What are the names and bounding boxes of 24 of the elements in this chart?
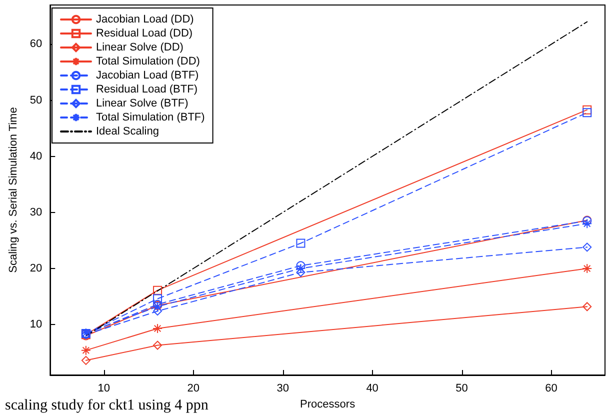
y-tick-label: 40 xyxy=(30,150,42,162)
y-tick-label: 50 xyxy=(30,94,42,106)
legend-label: Jacobian Load (DD) xyxy=(96,14,194,26)
y-tick-label: 60 xyxy=(30,38,42,50)
legend-label: Linear Solve (BTF) xyxy=(96,98,188,110)
legend-label: Total Simulation (BTF) xyxy=(96,112,205,124)
x-tick-label: 60 xyxy=(545,382,558,394)
y-axis-title: Scaling vs. Serial Simulation Time xyxy=(8,107,20,273)
x-tick-label: 20 xyxy=(187,382,200,394)
y-tick-label: 30 xyxy=(30,206,42,218)
x-tick-label: 10 xyxy=(98,382,110,394)
x-tick-label: 40 xyxy=(366,382,378,394)
x-axis-title: Processors xyxy=(300,398,356,410)
legend-label: Jacobian Load (BTF) xyxy=(96,70,199,82)
legend-label: Residual Load (BTF) xyxy=(96,84,198,96)
legend-label: Ideal Scaling xyxy=(96,126,159,138)
x-tick-label: 50 xyxy=(456,382,468,394)
y-tick-label: 20 xyxy=(30,262,42,274)
legend-label: Residual Load (DD) xyxy=(96,28,193,40)
legend-label: Total Simulation (DD) xyxy=(96,56,200,68)
text: scaling study for ckt1 using 4 ppn xyxy=(5,398,209,414)
legend-label: Linear Solve (DD) xyxy=(96,42,184,54)
y-tick-label: 10 xyxy=(30,318,42,331)
x-tick-label: 30 xyxy=(276,382,289,394)
